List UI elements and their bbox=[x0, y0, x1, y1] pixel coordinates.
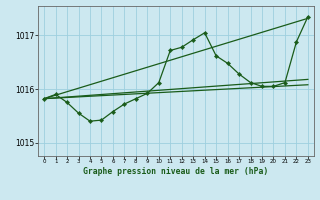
X-axis label: Graphe pression niveau de la mer (hPa): Graphe pression niveau de la mer (hPa) bbox=[84, 167, 268, 176]
